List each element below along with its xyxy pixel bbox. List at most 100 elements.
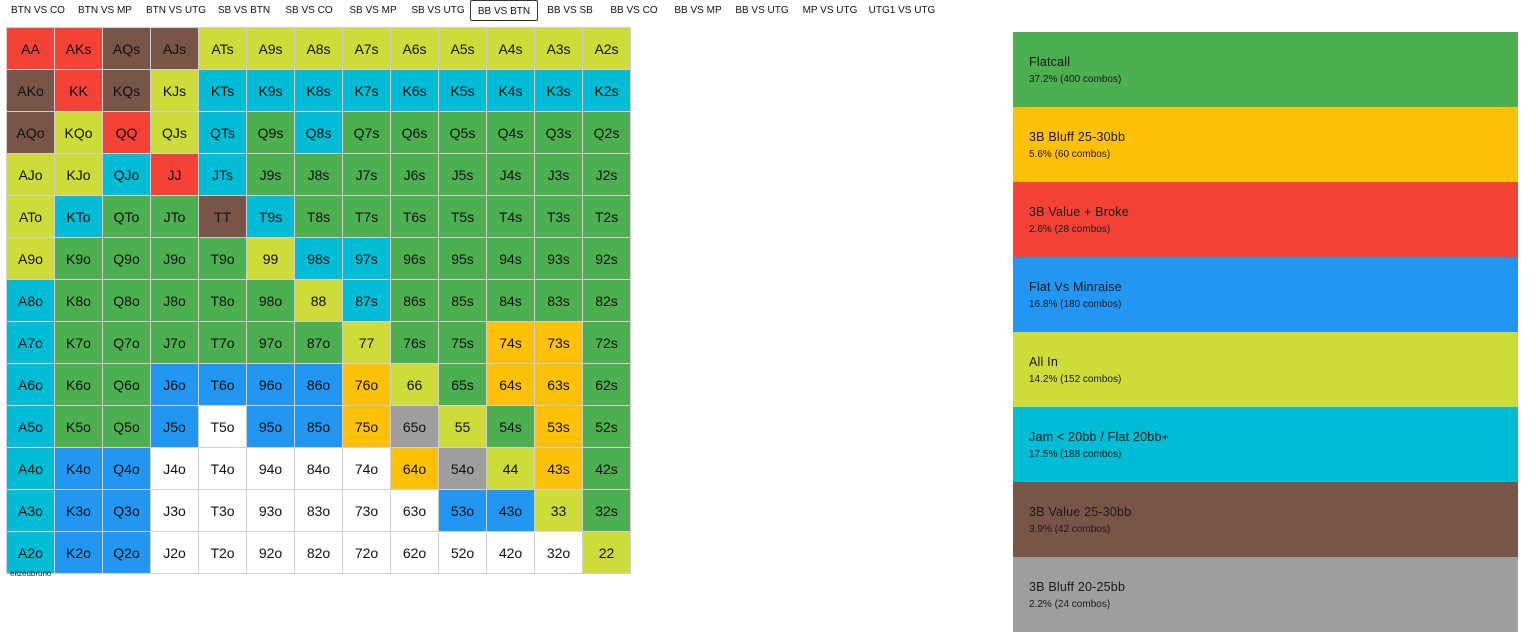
- hand-cell[interactable]: T8o: [199, 280, 246, 321]
- legend-item-flatcall[interactable]: Flatcall 37.2% (400 combos): [1013, 32, 1518, 107]
- hand-cell[interactable]: T2o: [199, 532, 246, 573]
- hand-cell[interactable]: 83s: [535, 280, 582, 321]
- hand-cell[interactable]: Q5o: [103, 406, 150, 447]
- hand-cell[interactable]: J7o: [151, 322, 198, 363]
- hand-cell[interactable]: 92o: [247, 532, 294, 573]
- hand-cell[interactable]: AQo: [7, 112, 54, 153]
- hand-cell[interactable]: 92s: [583, 238, 630, 279]
- hand-cell[interactable]: 99: [247, 238, 294, 279]
- hand-cell[interactable]: T4s: [487, 196, 534, 237]
- tab-bb-vs-sb[interactable]: BB VS SB: [547, 5, 593, 16]
- hand-cell[interactable]: K6s: [391, 70, 438, 111]
- hand-cell[interactable]: 85o: [295, 406, 342, 447]
- hand-cell[interactable]: 72s: [583, 322, 630, 363]
- legend-item-value2530[interactable]: 3B Value 25-30bb 3.9% (42 combos): [1013, 482, 1518, 557]
- hand-cell[interactable]: 64o: [391, 448, 438, 489]
- hand-cell[interactable]: 52s: [583, 406, 630, 447]
- hand-cell[interactable]: A7o: [7, 322, 54, 363]
- hand-cell[interactable]: 95s: [439, 238, 486, 279]
- hand-cell[interactable]: QTo: [103, 196, 150, 237]
- legend-item-bluff2025[interactable]: 3B Bluff 20-25bb 2.2% (24 combos): [1013, 557, 1518, 632]
- tab-sb-vs-mp[interactable]: SB VS MP: [349, 5, 397, 16]
- hand-cell[interactable]: 65o: [391, 406, 438, 447]
- hand-cell[interactable]: 65s: [439, 364, 486, 405]
- hand-cell[interactable]: AA: [7, 28, 54, 69]
- hand-cell[interactable]: T7s: [343, 196, 390, 237]
- hand-cell[interactable]: K8s: [295, 70, 342, 111]
- hand-cell[interactable]: T7o: [199, 322, 246, 363]
- hand-cell[interactable]: 74s: [487, 322, 534, 363]
- hand-cell[interactable]: ATs: [199, 28, 246, 69]
- hand-cell[interactable]: T4o: [199, 448, 246, 489]
- tab-btn-vs-mp[interactable]: BTN VS MP: [78, 5, 132, 16]
- hand-cell[interactable]: JTo: [151, 196, 198, 237]
- hand-cell[interactable]: KQo: [55, 112, 102, 153]
- hand-cell[interactable]: JTs: [199, 154, 246, 195]
- hand-cell[interactable]: 75o: [343, 406, 390, 447]
- tab-bb-vs-co[interactable]: BB VS CO: [610, 5, 658, 16]
- hand-cell[interactable]: 64s: [487, 364, 534, 405]
- hand-cell[interactable]: T9o: [199, 238, 246, 279]
- hand-cell[interactable]: 87s: [343, 280, 390, 321]
- hand-cell[interactable]: 63s: [535, 364, 582, 405]
- hand-cell[interactable]: QQ: [103, 112, 150, 153]
- hand-cell[interactable]: 98s: [295, 238, 342, 279]
- hand-cell[interactable]: 88: [295, 280, 342, 321]
- hand-cell[interactable]: KK: [55, 70, 102, 111]
- legend-item-flatmin[interactable]: Flat Vs Minraise 16.8% (180 combos): [1013, 257, 1518, 332]
- tab-btn-vs-co[interactable]: BTN VS CO: [11, 5, 65, 16]
- hand-cell[interactable]: 55: [439, 406, 486, 447]
- hand-cell[interactable]: A5s: [439, 28, 486, 69]
- hand-cell[interactable]: Q4o: [103, 448, 150, 489]
- legend-item-bluff2530[interactable]: 3B Bluff 25-30bb 5.6% (60 combos): [1013, 107, 1518, 182]
- hand-cell[interactable]: 54s: [487, 406, 534, 447]
- hand-cell[interactable]: JJ: [151, 154, 198, 195]
- hand-cell[interactable]: 74o: [343, 448, 390, 489]
- hand-cell[interactable]: K2o: [55, 532, 102, 573]
- hand-cell[interactable]: QJs: [151, 112, 198, 153]
- hand-cell[interactable]: J7s: [343, 154, 390, 195]
- tab-btn-vs-utg[interactable]: BTN VS UTG: [145, 5, 206, 16]
- tab-sb-vs-btn[interactable]: SB VS BTN: [217, 5, 271, 16]
- hand-cell[interactable]: T9s: [247, 196, 294, 237]
- hand-cell[interactable]: 86o: [295, 364, 342, 405]
- hand-cell[interactable]: A7s: [343, 28, 390, 69]
- hand-cell[interactable]: A3s: [535, 28, 582, 69]
- hand-cell[interactable]: A4s: [487, 28, 534, 69]
- hand-cell[interactable]: AQs: [103, 28, 150, 69]
- hand-cell[interactable]: A5o: [7, 406, 54, 447]
- hand-cell[interactable]: T8s: [295, 196, 342, 237]
- tab-sb-vs-utg[interactable]: SB VS UTG: [411, 5, 465, 16]
- hand-cell[interactable]: 42o: [487, 532, 534, 573]
- hand-cell[interactable]: 52o: [439, 532, 486, 573]
- hand-cell[interactable]: Q2s: [583, 112, 630, 153]
- hand-cell[interactable]: K5o: [55, 406, 102, 447]
- hand-cell[interactable]: Q2o: [103, 532, 150, 573]
- hand-cell[interactable]: 42s: [583, 448, 630, 489]
- hand-cell[interactable]: KTo: [55, 196, 102, 237]
- hand-cell[interactable]: 22: [583, 532, 630, 573]
- hand-cell[interactable]: 43s: [535, 448, 582, 489]
- hand-cell[interactable]: 44: [487, 448, 534, 489]
- hand-cell[interactable]: Q6o: [103, 364, 150, 405]
- hand-cell[interactable]: 53o: [439, 490, 486, 531]
- hand-cell[interactable]: 76o: [343, 364, 390, 405]
- hand-cell[interactable]: AJo: [7, 154, 54, 195]
- hand-cell[interactable]: J9o: [151, 238, 198, 279]
- hand-cell[interactable]: T5o: [199, 406, 246, 447]
- hand-cell[interactable]: 84s: [487, 280, 534, 321]
- hand-cell[interactable]: KQs: [103, 70, 150, 111]
- hand-cell[interactable]: T6o: [199, 364, 246, 405]
- hand-cell[interactable]: 86s: [391, 280, 438, 321]
- hand-cell[interactable]: K6o: [55, 364, 102, 405]
- hand-cell[interactable]: J6s: [391, 154, 438, 195]
- hand-cell[interactable]: 85s: [439, 280, 486, 321]
- hand-cell[interactable]: A9s: [247, 28, 294, 69]
- hand-cell[interactable]: 96s: [391, 238, 438, 279]
- hand-cell[interactable]: K5s: [439, 70, 486, 111]
- hand-cell[interactable]: 63o: [391, 490, 438, 531]
- hand-cell[interactable]: 32s: [583, 490, 630, 531]
- hand-cell[interactable]: J8s: [295, 154, 342, 195]
- hand-cell[interactable]: J8o: [151, 280, 198, 321]
- hand-cell[interactable]: 83o: [295, 490, 342, 531]
